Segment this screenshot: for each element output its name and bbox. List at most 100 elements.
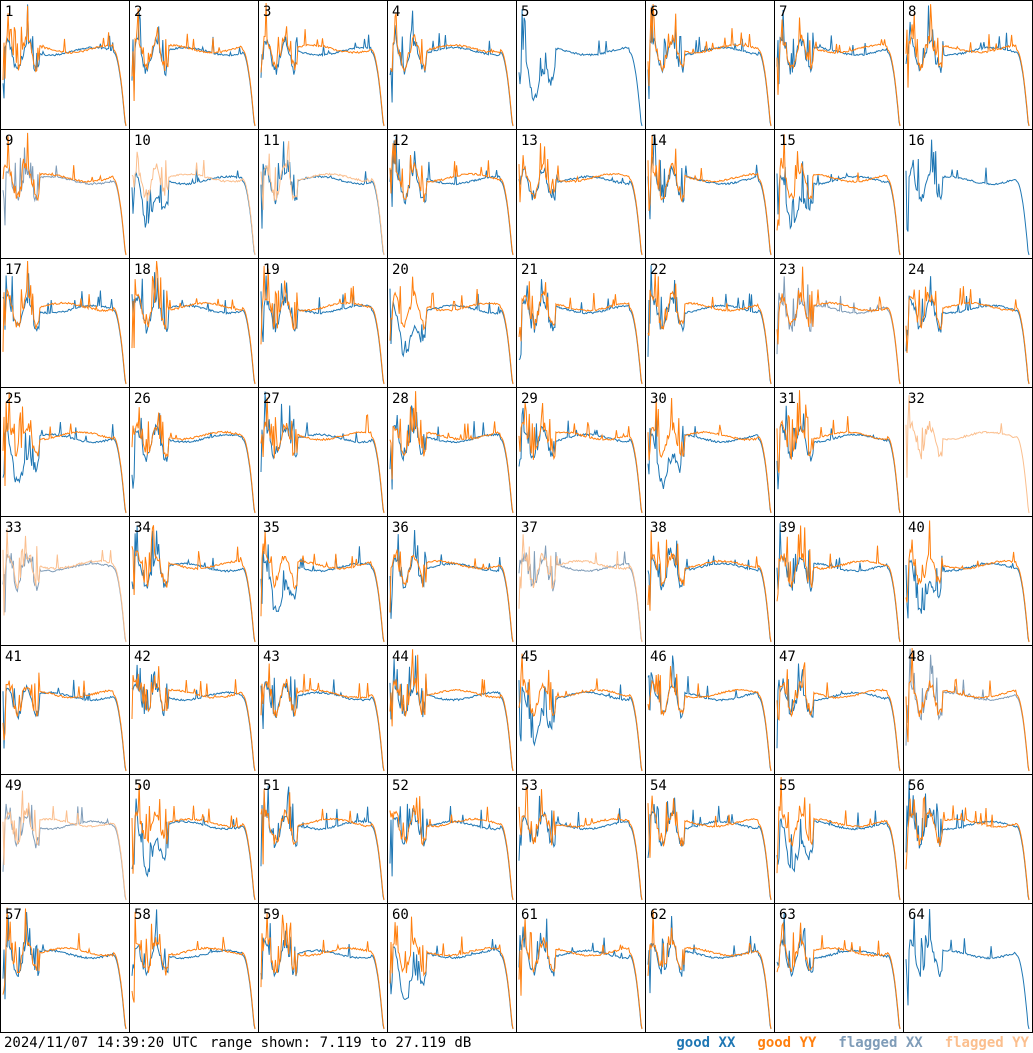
series-xx (260, 676, 385, 772)
series-xx (905, 139, 1030, 256)
panel-frame (645, 129, 775, 259)
series-xx (389, 938, 514, 1030)
panel-label: 32 (908, 391, 925, 407)
series-yy (389, 549, 514, 643)
panel-label: 42 (134, 649, 151, 665)
panel-frame (129, 387, 259, 517)
panel-label: 33 (5, 520, 22, 536)
panel-58: 58 (129, 903, 259, 1033)
panel-24: 24 (903, 258, 1033, 388)
series-xx (647, 135, 772, 256)
panel-label: 58 (134, 907, 151, 923)
panel-label: 16 (908, 133, 925, 149)
series-xx (647, 415, 772, 514)
series-yy (905, 520, 1030, 643)
series-yy (647, 795, 772, 901)
panel-29: 29 (516, 387, 646, 517)
panel-label: 17 (5, 262, 22, 278)
panel-31: 31 (774, 387, 904, 517)
series-yy (131, 666, 256, 772)
series-yy (776, 134, 901, 256)
panel-frame (258, 258, 388, 388)
panel-42: 42 (129, 645, 259, 775)
panel-53: 53 (516, 774, 646, 904)
series-xx (647, 915, 772, 1030)
series-yy (776, 266, 901, 385)
panel-36: 36 (387, 516, 517, 646)
panel-label: 52 (392, 778, 409, 794)
panel-56: 56 (903, 774, 1033, 904)
series-yy (647, 909, 772, 1030)
panel-label: 46 (650, 649, 667, 665)
panel-51: 51 (258, 774, 388, 904)
series-xx (389, 529, 514, 643)
panel-label: 1 (5, 4, 13, 20)
series-yy (776, 776, 901, 901)
panel-27: 27 (258, 387, 388, 517)
panel-33: 33 (0, 516, 130, 646)
panel-frame (516, 129, 646, 259)
panel-frame (903, 387, 1033, 517)
panel-label: 20 (392, 262, 409, 278)
panel-7: 7 (774, 0, 904, 130)
series-yy (518, 917, 643, 1030)
series-yy (131, 151, 256, 256)
panel-61: 61 (516, 903, 646, 1033)
series-yy (131, 8, 256, 127)
panel-47: 47 (774, 645, 904, 775)
panel-38: 38 (645, 516, 775, 646)
panel-label: 14 (650, 133, 667, 149)
panel-frame (387, 774, 517, 904)
panel-label: 31 (779, 391, 796, 407)
panel-label: 41 (5, 649, 22, 665)
panel-1: 1 (0, 0, 130, 130)
panel-54: 54 (645, 774, 775, 904)
panel-37: 37 (516, 516, 646, 646)
series-yy (905, 395, 1030, 514)
panel-46: 46 (645, 645, 775, 775)
series-xx (518, 407, 643, 514)
panel-64: 64 (903, 903, 1033, 1033)
panel-label: 39 (779, 520, 796, 536)
series-yy (260, 397, 385, 514)
panel-60: 60 (387, 903, 517, 1033)
panel-frame (903, 645, 1033, 775)
panel-frame (387, 258, 517, 388)
panel-label: 8 (908, 4, 916, 20)
series-yy (776, 662, 901, 772)
series-yy (647, 397, 772, 514)
series-yy (260, 912, 385, 1030)
panel-frame (387, 903, 517, 1033)
panel-19: 19 (258, 258, 388, 388)
timestamp: 2024/11/07 14:39:20 UTC (4, 1035, 198, 1051)
series-xx (518, 795, 643, 901)
panel-16: 16 (903, 129, 1033, 259)
series-yy (389, 139, 514, 256)
series-yy (260, 140, 385, 256)
panel-label: 28 (392, 391, 409, 407)
panel-9: 9 (0, 129, 130, 259)
panel-4: 4 (387, 0, 517, 130)
panel-label: 5 (521, 4, 529, 20)
series-xx (905, 276, 1030, 385)
panel-39: 39 (774, 516, 904, 646)
panel-frame (516, 645, 646, 775)
panel-frame (129, 0, 259, 130)
panel-label: 61 (521, 907, 538, 923)
panel-label: 44 (392, 649, 409, 665)
panel-frame (645, 387, 775, 517)
panel-frame (0, 0, 130, 130)
panel-label: 63 (779, 907, 796, 923)
panel-12: 12 (387, 129, 517, 259)
panel-label: 4 (392, 4, 400, 20)
panel-label: 12 (392, 133, 409, 149)
series-yy (389, 391, 514, 514)
series-xx (2, 4, 127, 127)
series-yy (131, 407, 256, 514)
panel-frame (0, 129, 130, 259)
panel-label: 7 (779, 4, 787, 20)
series-xx (389, 655, 514, 772)
series-yy (647, 665, 772, 772)
panel-label: 25 (5, 391, 22, 407)
